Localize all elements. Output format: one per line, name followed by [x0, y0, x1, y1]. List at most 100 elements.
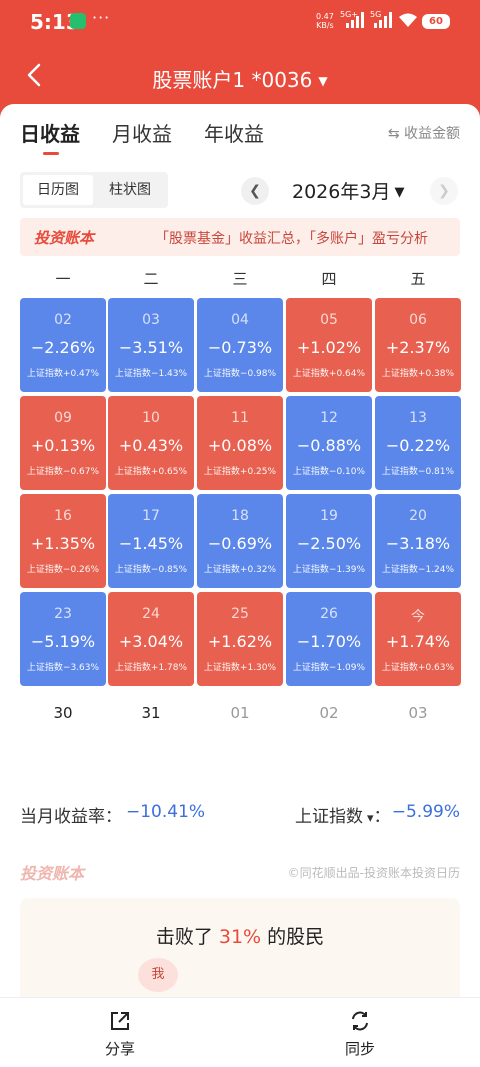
day-number: 11: [231, 410, 249, 426]
day-return: −0.22%: [385, 436, 451, 455]
weekday-label: 一: [55, 270, 71, 288]
ranking-percent: 31%: [218, 926, 262, 948]
calendar-day-cell[interactable]: 17 −1.45% 上证指数−0.85%: [108, 494, 194, 588]
battery-icon: 60: [422, 14, 450, 29]
amount-toggle-button[interactable]: ⇆ 收益金额: [387, 126, 460, 142]
day-index-return: 上证指数−0.26%: [26, 565, 100, 575]
day-number: 今: [411, 609, 425, 625]
calendar-day-cell[interactable]: 04 −0.73% 上证指数−0.98%: [197, 298, 283, 392]
calendar-day-cell[interactable]: 23 −5.19% 上证指数−3.63%: [20, 592, 106, 686]
day-return: −2.50%: [296, 534, 362, 553]
app-notification-icon: [70, 13, 86, 29]
next-month-button[interactable]: ❯: [430, 177, 458, 205]
next-day-label: 01: [230, 704, 250, 722]
day-index-return: 上证指数−0.67%: [26, 467, 100, 477]
signal-type-2: 5G: [370, 10, 382, 19]
sync-button[interactable]: 同步: [320, 1010, 400, 1059]
day-index-return: 上证指数−0.81%: [381, 467, 455, 477]
month-return-label: 当月收益率：: [20, 807, 122, 827]
day-return: −0.73%: [207, 338, 273, 357]
day-number: 16: [54, 508, 72, 524]
net-speed: 0.47 KB/s: [316, 12, 334, 30]
active-tab-indicator: [43, 152, 59, 155]
day-number: 05: [320, 312, 338, 328]
day-index-return: 上证指数−0.98%: [203, 369, 277, 379]
day-return: +0.43%: [118, 436, 184, 455]
day-index-return: 上证指数−1.24%: [381, 565, 455, 575]
caret-down-icon: ▾: [367, 811, 374, 826]
calendar-day-cell[interactable]: 12 −0.88% 上证指数−0.10%: [286, 396, 372, 490]
calendar-day-cell[interactable]: 09 +0.13% 上证指数−0.67%: [20, 396, 106, 490]
day-return: +1.35%: [30, 534, 96, 553]
calendar-day-cell[interactable]: 19 −2.50% 上证指数−1.39%: [286, 494, 372, 588]
page-title: 股票账户1 *0036: [152, 68, 313, 92]
calendar-day-cell[interactable]: 11 +0.08% 上证指数+0.25%: [197, 396, 283, 490]
calendar-day-cell[interactable]: 06 +2.37% 上证指数+0.38%: [375, 298, 461, 392]
promo-banner[interactable]: 投资账本 「股票基金」收益汇总，「多账户」盈亏分析: [20, 218, 460, 256]
top-bar: 5:13 ··· 0.47 KB/s 5G+ 5G 60 股票账户1 *0036…: [0, 0, 480, 120]
sync-icon: [352, 1011, 368, 1031]
day-number: 18: [231, 508, 249, 524]
period-tabs: 日收益 月收益 年收益 ⇆ 收益金额: [0, 118, 480, 158]
day-number: 25: [231, 606, 249, 622]
calendar-day-cell[interactable]: 25 +1.62% 上证指数+1.30%: [197, 592, 283, 686]
tab-yearly[interactable]: 年收益: [204, 122, 264, 146]
bar-view-button[interactable]: 柱状图: [109, 182, 151, 198]
day-return: +0.08%: [207, 436, 273, 455]
tab-monthly[interactable]: 月收益: [112, 122, 172, 146]
month-return-value: −10.41%: [126, 802, 206, 822]
calendar-day-cell[interactable]: 02 −2.26% 上证指数+0.47%: [20, 298, 106, 392]
day-number: 26: [320, 606, 338, 622]
day-number: 12: [320, 410, 338, 426]
share-button[interactable]: 分享: [80, 1010, 160, 1059]
share-icon: [111, 1012, 129, 1030]
day-number: 17: [142, 508, 160, 524]
day-index-return: 上证指数−0.10%: [292, 467, 366, 477]
calendar-view-button[interactable]: 日历图: [23, 175, 93, 205]
calendar-day-cell[interactable]: 18 −0.69% 上证指数+0.32%: [197, 494, 283, 588]
ranking-card: 击败了 31% 的股民 我: [20, 898, 460, 1008]
next-day-label: 02: [319, 704, 339, 722]
day-return: −1.45%: [118, 534, 184, 553]
index-return-value: −5.99%: [391, 802, 460, 822]
month-selector[interactable]: 2026年3月 ▼: [292, 181, 405, 203]
calendar-day-cell[interactable]: 03 −3.51% 上证指数−1.43%: [108, 298, 194, 392]
calendar-day-cell[interactable]: 05 +1.02% 上证指数+0.64%: [286, 298, 372, 392]
calendar-day-cell[interactable]: 16 +1.35% 上证指数−0.26%: [20, 494, 106, 588]
day-return: −3.18%: [385, 534, 451, 553]
me-marker: 我: [138, 958, 178, 992]
prev-month-button[interactable]: ❮: [241, 177, 269, 205]
index-selector[interactable]: 上证指数 ▾：: [295, 807, 391, 827]
day-index-return: 上证指数+0.64%: [292, 369, 366, 379]
calendar-day-cell[interactable]: 10 +0.43% 上证指数+0.65%: [108, 396, 194, 490]
nav-bar: 股票账户1 *0036 ▼: [0, 50, 480, 106]
account-selector[interactable]: 股票账户1 *0036 ▼: [0, 64, 480, 93]
calendar-day-cell[interactable]: 24 +3.04% 上证指数+1.78%: [108, 592, 194, 686]
status-bar: 5:13 ··· 0.47 KB/s 5G+ 5G 60: [0, 0, 480, 44]
day-return: −3.51%: [118, 338, 184, 357]
day-return: +1.74%: [385, 632, 451, 651]
day-return: −0.69%: [207, 534, 273, 553]
day-number: 02: [54, 312, 72, 328]
day-return: −2.26%: [30, 338, 96, 357]
tab-daily[interactable]: 日收益: [20, 122, 80, 146]
calendar-day-cell[interactable]: 13 −0.22% 上证指数−0.81%: [375, 396, 461, 490]
day-return: +3.04%: [118, 632, 184, 651]
ranking-text: 击败了 31% 的股民: [155, 926, 325, 948]
back-icon[interactable]: [20, 60, 50, 90]
day-return: +1.02%: [296, 338, 362, 357]
calendar-day-cell[interactable]: 26 −1.70% 上证指数−1.09%: [286, 592, 372, 686]
day-index-return: 上证指数−1.39%: [292, 565, 366, 575]
footer-logo: 投资账本: [20, 864, 85, 883]
day-index-return: 上证指数+1.30%: [203, 663, 277, 673]
wifi-icon: [399, 13, 417, 27]
weekday-label: 三: [232, 270, 248, 288]
caret-down-icon: ▼: [318, 74, 328, 88]
day-number: 13: [409, 410, 427, 426]
main-card: 日收益 月收益 年收益 ⇆ 收益金额 日历图 柱状图 ❮ 2026年3月 ▼ ❯ …: [0, 104, 480, 1008]
day-index-return: 上证指数+0.38%: [381, 369, 455, 379]
day-index-return: 上证指数+0.47%: [26, 369, 100, 379]
day-index-return: 上证指数−0.85%: [114, 565, 188, 575]
calendar-day-cell[interactable]: 20 −3.18% 上证指数−1.24%: [375, 494, 461, 588]
calendar-day-cell[interactable]: 今 +1.74% 上证指数+0.63%: [375, 592, 461, 686]
